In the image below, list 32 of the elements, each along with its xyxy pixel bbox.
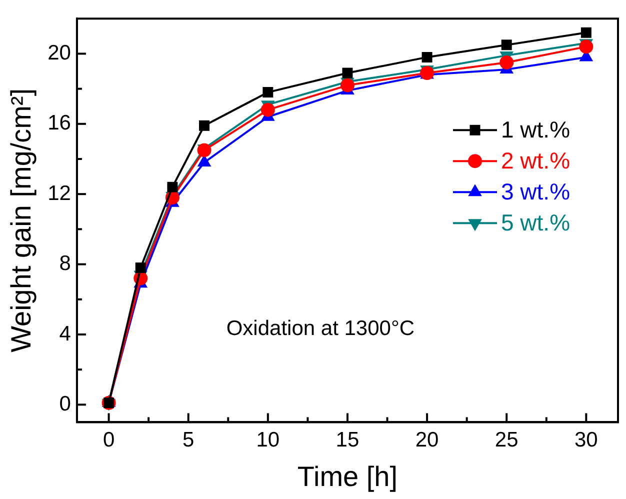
- legend-label: 1 wt.%: [501, 116, 570, 142]
- legend-label: 5 wt.%: [501, 209, 570, 236]
- x-tick-label: 15: [336, 428, 360, 452]
- point: [579, 40, 594, 54]
- point: [262, 87, 274, 98]
- y-tick-label: 12: [48, 182, 71, 205]
- x-axis-title: Time [h]: [297, 460, 398, 492]
- point: [167, 182, 178, 192]
- y-tick-label: 16: [48, 112, 71, 135]
- x-tick-label: 25: [494, 428, 518, 452]
- x-tick-label: 30: [574, 428, 598, 452]
- y-tick-label: 20: [48, 41, 71, 64]
- y-tick-label: 0: [59, 392, 71, 416]
- point: [260, 102, 275, 117]
- x-tick-label: 5: [182, 428, 194, 452]
- x-tick-label: 0: [102, 428, 115, 452]
- y-tick-label: 8: [59, 252, 71, 276]
- x-tick-label: 10: [256, 428, 280, 452]
- legend-label: 2 wt.%: [501, 147, 570, 174]
- point: [199, 120, 210, 131]
- annotation: Oxidation at 1300°C: [226, 317, 415, 340]
- point: [340, 78, 354, 92]
- y-axis-title: Weight gain [mg/cm²]: [6, 88, 37, 352]
- point: [342, 68, 353, 78]
- x-tick-label: 20: [415, 428, 439, 452]
- point: [422, 52, 432, 62]
- point: [580, 27, 592, 38]
- y-tick-label: 4: [59, 322, 72, 346]
- point: [135, 262, 146, 274]
- legend-label: 3 wt.%: [501, 178, 570, 204]
- point: [500, 55, 514, 70]
- point: [501, 40, 512, 50]
